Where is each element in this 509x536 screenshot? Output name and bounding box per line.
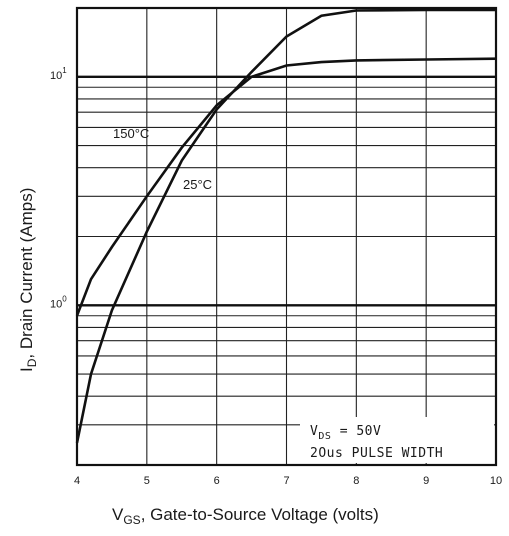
annotation-backdrop xyxy=(300,417,494,463)
pulse-width-annotation: 2Ous PULSE WIDTH xyxy=(310,446,443,461)
x-tick-label-6: 6 xyxy=(214,475,220,487)
y-tick-label-1: 100 xyxy=(50,294,67,310)
series-line-25c xyxy=(75,8,496,444)
vds-main: V xyxy=(310,424,318,439)
tick-labels: 4 5 6 7 8 9 10 100 101 xyxy=(50,66,502,487)
x-title-rest: , Gate-to-Source Voltage (volts) xyxy=(141,505,379,524)
y-axis-title: ID, Drain Current (Amps) xyxy=(17,188,39,372)
x-tick-label-8: 8 xyxy=(353,475,359,487)
grid xyxy=(76,7,497,466)
vds-sub: DS xyxy=(318,431,331,442)
x-title-sub: GS xyxy=(123,513,140,527)
y-title-rest: , Drain Current (Amps) xyxy=(17,188,36,359)
x-tick-label-4: 4 xyxy=(74,475,80,487)
x-tick-label-7: 7 xyxy=(283,475,289,487)
x-axis-title: VGS, Gate-to-Source Voltage (volts) xyxy=(112,505,379,527)
x-title-main: V xyxy=(112,505,124,524)
plot-frame xyxy=(75,6,498,467)
vds-rest: = 50V xyxy=(331,424,381,439)
y-title-main: I xyxy=(17,367,36,372)
x-tick-label-10: 10 xyxy=(490,475,502,487)
y-tick-label-10: 101 xyxy=(50,66,67,82)
curve-label-150c: 150°C xyxy=(113,126,149,141)
y-title-sub: D xyxy=(25,358,39,367)
curves xyxy=(75,8,497,444)
vds-annotation: VDS = 50V xyxy=(310,424,381,442)
x-tick-label-5: 5 xyxy=(144,475,150,487)
curve-label-25c: 25°C xyxy=(183,177,212,192)
x-tick-label-9: 9 xyxy=(423,475,429,487)
